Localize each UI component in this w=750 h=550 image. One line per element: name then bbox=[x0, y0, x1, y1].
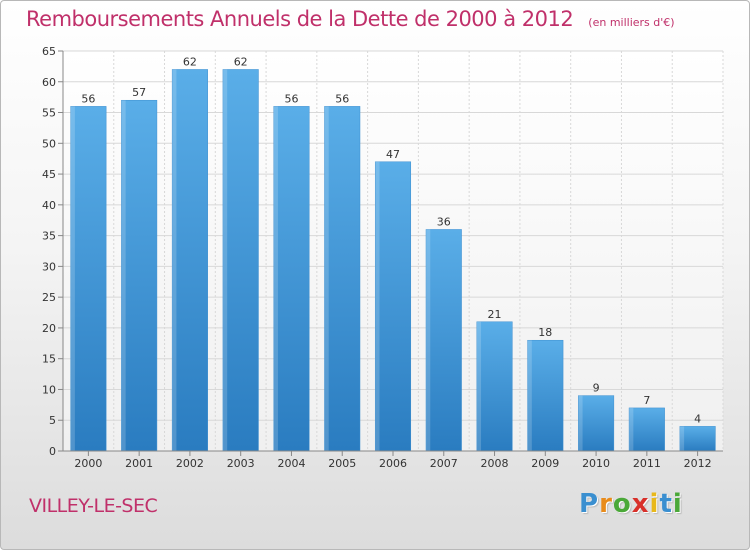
value-label-2002: 62 bbox=[183, 55, 197, 68]
y-tick-label: 40 bbox=[42, 199, 56, 212]
value-label-2000: 56 bbox=[81, 92, 95, 105]
bar-highlight bbox=[324, 106, 329, 451]
proxiti-logo: Proxiti bbox=[579, 489, 683, 519]
y-tick-label: 25 bbox=[42, 291, 56, 304]
bar-2011 bbox=[628, 407, 665, 452]
logo-letter: r bbox=[599, 489, 613, 519]
logo-letter: t bbox=[659, 489, 673, 519]
bar-2000 bbox=[70, 106, 107, 452]
logo-letter: i bbox=[672, 489, 683, 519]
chart-subtitle: (en milliers d'€) bbox=[588, 16, 675, 29]
bar-2002 bbox=[171, 69, 208, 452]
value-label-2005: 56 bbox=[335, 92, 349, 105]
bar-highlight bbox=[121, 100, 126, 451]
y-tick-label: 10 bbox=[42, 383, 56, 396]
bar-highlight bbox=[375, 161, 380, 451]
bar-highlight bbox=[476, 321, 482, 451]
logo-letter: i bbox=[649, 489, 660, 519]
y-tick-label: 30 bbox=[42, 260, 56, 273]
x-tick-label-2010: 2010 bbox=[582, 457, 610, 470]
bar-highlight bbox=[679, 426, 685, 451]
bar-highlight bbox=[172, 69, 177, 451]
value-label-2008: 21 bbox=[488, 308, 502, 321]
y-tick-label: 45 bbox=[42, 168, 56, 181]
value-label-2007: 36 bbox=[437, 215, 451, 228]
value-label-2003: 62 bbox=[234, 55, 248, 68]
bar-2004 bbox=[273, 106, 310, 452]
y-tick-label: 65 bbox=[42, 45, 56, 58]
bar-highlight bbox=[273, 106, 278, 451]
logo-letter: x bbox=[631, 489, 650, 519]
x-tick-label-2007: 2007 bbox=[430, 457, 458, 470]
bar-2009 bbox=[527, 339, 564, 452]
x-tick-label-2005: 2005 bbox=[328, 457, 356, 470]
value-label-2012: 4 bbox=[694, 412, 701, 425]
y-tick-label: 5 bbox=[49, 414, 56, 427]
bar-highlight bbox=[527, 340, 532, 451]
x-tick-label-2002: 2002 bbox=[176, 457, 204, 470]
bar-2008 bbox=[476, 321, 513, 452]
x-tick-label-2006: 2006 bbox=[379, 457, 407, 470]
bar-highlight bbox=[578, 395, 583, 451]
value-label-2006: 47 bbox=[386, 148, 400, 161]
bar-highlight bbox=[426, 229, 431, 451]
x-tick-label-2001: 2001 bbox=[125, 457, 153, 470]
y-tick-label: 60 bbox=[42, 76, 56, 89]
axes: 0 5 10 15 20 25 30 35 40 45 50 55 60 65 2000 2001 2002 20… bbox=[42, 45, 723, 470]
bar-highlight bbox=[222, 69, 228, 451]
x-tick-label-2003: 2003 bbox=[227, 457, 255, 470]
logo-letter: P bbox=[579, 489, 600, 519]
y-tick-label: 15 bbox=[42, 353, 56, 366]
value-label-2010: 9 bbox=[593, 382, 600, 395]
y-tick-label: 35 bbox=[42, 230, 56, 243]
bar-2010 bbox=[578, 395, 615, 452]
bar-2001 bbox=[121, 99, 158, 452]
y-tick-label: 50 bbox=[42, 137, 56, 150]
bar-2005 bbox=[324, 106, 361, 452]
bar-2003 bbox=[222, 69, 259, 452]
logo-letter: o bbox=[612, 489, 632, 519]
x-tick-label-2004: 2004 bbox=[277, 457, 305, 470]
bar-2006 bbox=[374, 161, 412, 452]
x-tick-label-2009: 2009 bbox=[531, 457, 559, 470]
bar-2012 bbox=[679, 426, 716, 452]
x-tick-label-2008: 2008 bbox=[481, 457, 509, 470]
city-name: VILLEY-LE-SEC bbox=[29, 495, 158, 517]
value-label-2011: 7 bbox=[643, 394, 650, 407]
bars: 56 57 62 62 56 56 47 36 21 18 9 7 4 bbox=[70, 55, 716, 452]
title-row: Remboursements Annuels de la Dette de 20… bbox=[26, 7, 675, 31]
y-tick-label: 0 bbox=[49, 445, 56, 458]
y-tick-label: 20 bbox=[42, 322, 56, 335]
bar-highlight bbox=[70, 106, 75, 451]
y-tick-label: 55 bbox=[42, 107, 56, 120]
bar-highlight bbox=[629, 407, 634, 451]
value-label-2004: 56 bbox=[284, 92, 298, 105]
chart-title: Remboursements Annuels de la Dette de 20… bbox=[26, 7, 574, 31]
value-label-2001: 57 bbox=[132, 86, 146, 99]
bar-2007 bbox=[425, 229, 462, 452]
x-tick-label-2011: 2011 bbox=[633, 457, 661, 470]
x-tick-label-2000: 2000 bbox=[74, 457, 102, 470]
value-label-2009: 18 bbox=[538, 326, 552, 339]
x-tick-label-2012: 2012 bbox=[684, 457, 712, 470]
